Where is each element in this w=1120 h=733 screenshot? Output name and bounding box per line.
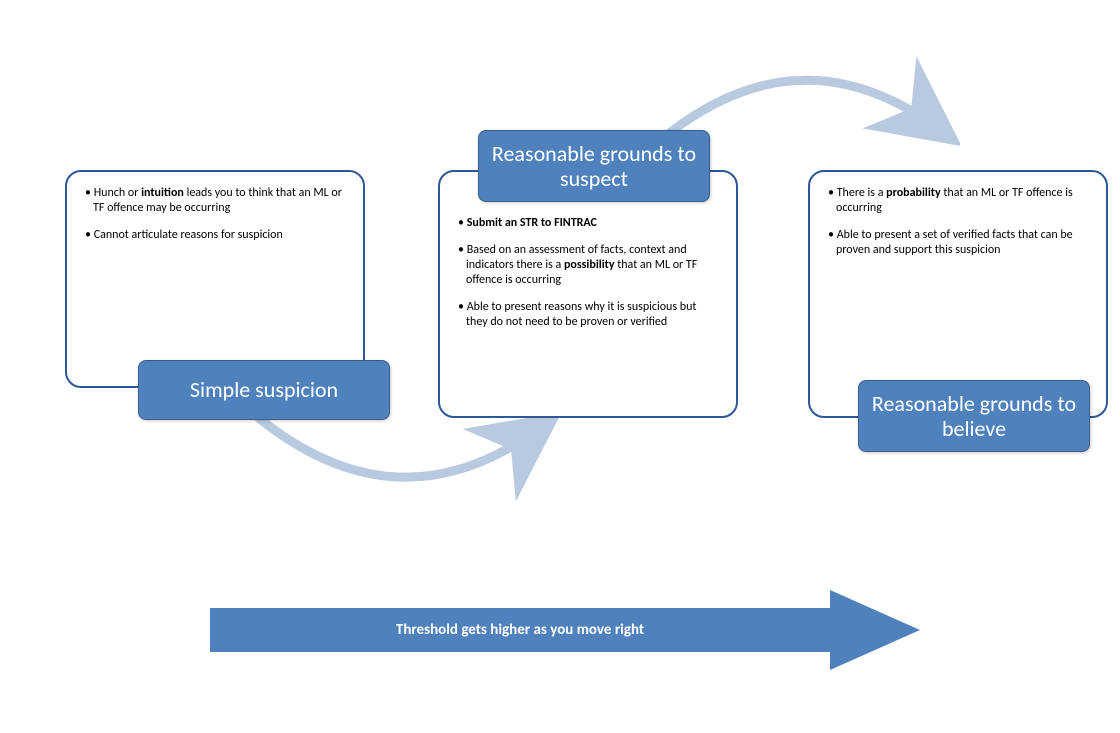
label-simple-suspicion: Simple suspicion	[138, 360, 390, 420]
card-reasonable-suspect: Submit an STR to FINTRAC Based on an asse…	[438, 170, 738, 418]
label-reasonable-suspect: Reasonable grounds to suspect	[478, 130, 710, 202]
card-simple-suspicion: Hunch or intuition leads you to think th…	[65, 170, 365, 388]
card-simple-bullets: Hunch or intuition leads you to think th…	[83, 186, 347, 243]
threshold-arrow-bar: Threshold gets higher as you move right	[210, 608, 830, 652]
label-suspect-text: Reasonable grounds to suspect	[491, 141, 697, 192]
label-simple-text: Simple suspicion	[190, 377, 338, 402]
threshold-arrow: Threshold gets higher as you move right	[210, 590, 920, 670]
label-believe-text: Reasonable grounds to believe	[871, 391, 1077, 442]
bullet-item: Cannot articulate reasons for suspicion	[83, 228, 347, 243]
threshold-arrow-head	[830, 590, 920, 670]
threshold-arrow-text: Threshold gets higher as you move right	[396, 621, 644, 639]
card-believe-bullets: There is a probability that an ML or TF …	[826, 186, 1090, 258]
bullet-item: Able to present reasons why it is suspic…	[456, 300, 720, 330]
label-reasonable-believe: Reasonable grounds to believe	[858, 380, 1090, 452]
bullet-item: There is a probability that an ML or TF …	[826, 186, 1090, 216]
card-suspect-bullets: Submit an STR to FINTRAC Based on an asse…	[456, 216, 720, 330]
bullet-item: Hunch or intuition leads you to think th…	[83, 186, 347, 216]
bullet-item: Submit an STR to FINTRAC	[456, 216, 720, 231]
bullet-item: Based on an assessment of facts, context…	[456, 243, 720, 288]
bullet-item: Able to present a set of verified facts …	[826, 228, 1090, 258]
